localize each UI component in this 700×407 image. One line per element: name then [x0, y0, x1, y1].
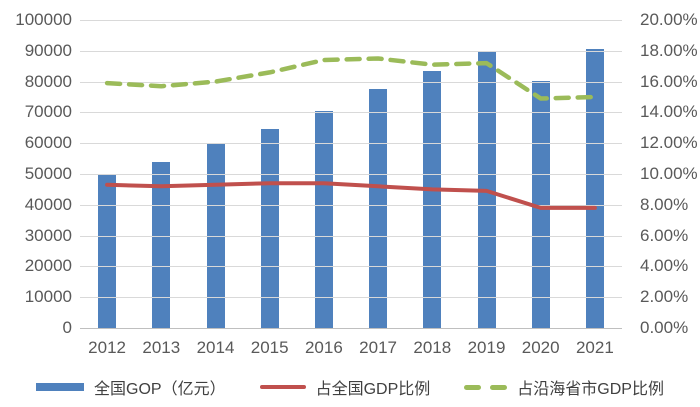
- left-axis-tick-label: 100000: [15, 10, 72, 29]
- right-axis-tick-label: 8.00%: [640, 194, 689, 214]
- gridline: [80, 204, 622, 206]
- x-axis-tick-label: 2021: [575, 338, 614, 357]
- right-axis-tick-label: 4.00%: [640, 256, 689, 276]
- x-axis-tick-label: 2020: [521, 338, 560, 357]
- x-axis-tick-label: 2017: [359, 338, 398, 357]
- x-axis-tick-label: 2013: [142, 338, 181, 357]
- legend-item-national-share: 占全国GDP比例: [259, 375, 431, 399]
- gridline: [80, 328, 622, 329]
- legend-item-coastal-share: 占沿海省市GDP比例: [464, 375, 664, 399]
- gridline: [80, 143, 622, 145]
- right-axis-tick-label: 14.00%: [640, 102, 698, 122]
- gridline: [80, 50, 622, 52]
- left-axis-tick-label: 40000: [24, 194, 72, 214]
- solid-line-swatch-icon: [259, 385, 306, 389]
- right-axis-tick-label: 0.00%: [640, 318, 689, 337]
- x-axis-tick-label: 2014: [196, 338, 235, 357]
- x-axis-tick-label: 2015: [250, 338, 289, 357]
- bar-2013: [152, 161, 171, 328]
- x-axis-tick-label: 2018: [413, 338, 452, 357]
- x-axis-tick-label: 2019: [467, 338, 506, 357]
- gridline: [80, 235, 622, 237]
- left-axis-tick-label: 80000: [24, 71, 72, 91]
- bar-2021: [585, 49, 604, 328]
- bar-2015: [260, 129, 279, 328]
- legend-label: 占全国GDP比例: [315, 381, 431, 398]
- left-axis-tick-label: 20000: [24, 256, 72, 276]
- gridline: [80, 81, 622, 83]
- left-axis-tick-label: 50000: [24, 164, 72, 183]
- left-axis-tick-label: 70000: [24, 102, 72, 122]
- legend-item-national-gdp: 全国GOP（亿元）: [36, 375, 226, 399]
- right-axis-tick-label: 18.00%: [640, 40, 698, 60]
- coastal-gdp-share-line: [104, 56, 598, 101]
- gridline: [80, 174, 622, 175]
- gridline: [80, 112, 622, 114]
- gridline: [80, 266, 622, 268]
- bar-2017: [369, 89, 388, 328]
- x-axis-tick-label: 2012: [88, 338, 127, 357]
- right-axis-tick-label: 6.00%: [640, 225, 689, 245]
- legend-label: 占沿海省市GDP比例: [517, 381, 664, 398]
- right-axis-tick-label: 12.00%: [640, 133, 698, 153]
- left-axis-tick-label: 10000: [24, 287, 72, 307]
- bar-2016: [314, 111, 333, 328]
- legend: 全国GOP（亿元） 占全国GDP比例 占沿海省市GDP比例: [0, 372, 700, 402]
- gridline: [80, 297, 622, 299]
- legend-label: 全国GOP（亿元）: [94, 381, 226, 398]
- bar-2018: [423, 71, 442, 328]
- bar-swatch-icon: [36, 383, 85, 391]
- bar-2019: [477, 52, 496, 328]
- right-axis-tick-label: 2.00%: [640, 287, 689, 307]
- right-axis-tick-label: 16.00%: [640, 71, 698, 91]
- right-axis-tick-label: 20.00%: [640, 10, 698, 29]
- gridline: [80, 20, 622, 21]
- left-axis-tick-label: 0: [62, 318, 72, 337]
- left-axis-tick-label: 60000: [24, 133, 72, 153]
- bar-2012: [98, 175, 117, 328]
- x-axis-tick-label: 2016: [304, 338, 343, 357]
- right-axis-tick-label: 10.00%: [640, 164, 698, 183]
- dashed-line-swatch-icon: [464, 384, 508, 390]
- left-axis-tick-label: 30000: [24, 225, 72, 245]
- left-axis-tick-label: 90000: [24, 40, 72, 60]
